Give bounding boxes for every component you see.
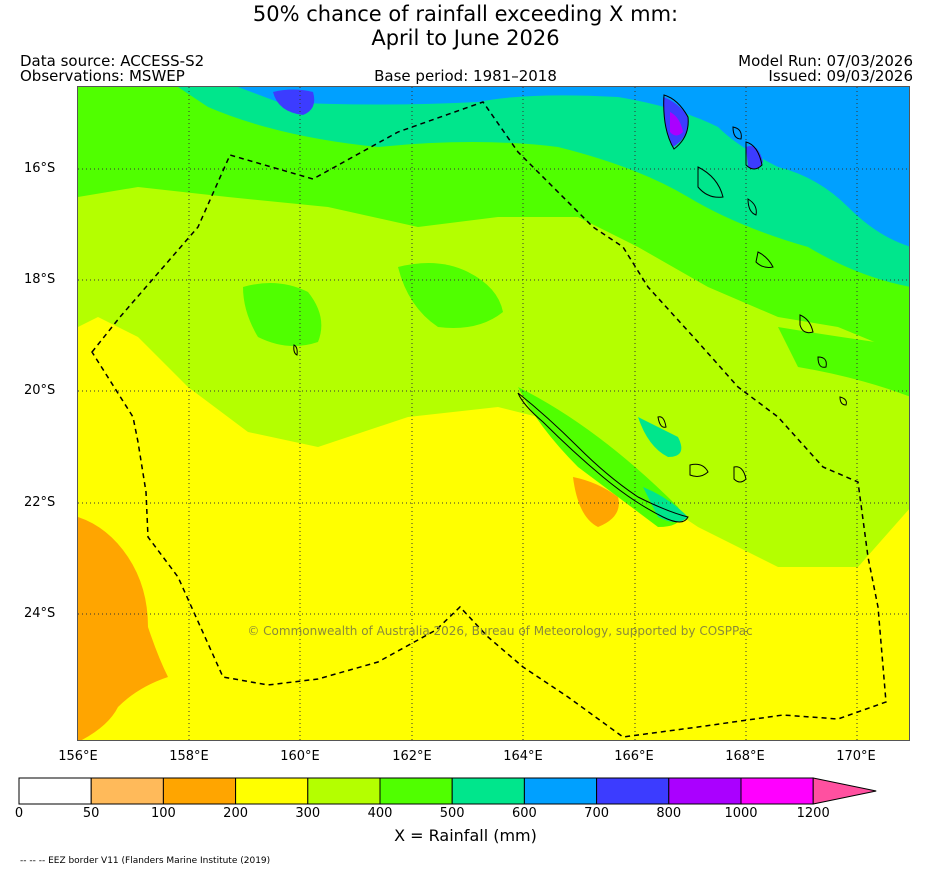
colorbar-tick-label: 0 [14,806,24,821]
colorbar-tick-label: 100 [150,806,176,821]
colorbar [18,777,877,805]
lon-label-164e: 164°E [503,749,543,764]
lon-label-156e: 156°E [58,749,98,764]
colorbar-cell [162,777,237,805]
lat-label-24s: 24°S [24,606,56,621]
rainfall-band-500-600 [178,87,909,287]
colorbar-tick-label: 700 [584,806,609,821]
lon-label-160e: 160°E [280,749,320,764]
observations-label: Observations: MSWEP [20,67,185,85]
colorbar-extend-arrow [812,777,877,805]
rainfall-patch-400-500 [243,283,322,346]
map-title-line2: April to June 2026 [371,26,560,50]
colorbar-tick-label: 50 [82,806,100,821]
colorbar-cell [523,777,598,805]
coastlines [293,94,847,523]
rainfall-band-600-700 [238,87,909,247]
rainfall-patch-100-200 [573,477,619,527]
colorbar-tick-label: 300 [295,806,321,821]
eez-legend-note: -- -- -- EEZ border V11 (Flanders Marine… [20,856,271,866]
rainfall-patch-500-600 [638,417,682,457]
colorbar-cell [18,777,92,805]
colorbar-tick-label: 200 [223,806,248,821]
map-title-line1: 50% chance of rainfall exceeding X mm: [252,2,679,26]
rainfall-patch-400-500 [398,263,503,328]
lon-label-158e: 158°E [169,749,209,764]
colorbar-cell [740,777,814,805]
rainfall-patch-800-1000 [670,112,683,136]
lat-label-20s: 20°S [24,383,56,398]
colorbar-cell [451,777,525,805]
lon-label-170e: 170°E [836,749,876,764]
model-run-label: Model Run: 07/03/2026 [738,52,913,70]
lat-label-22s: 22°S [24,495,56,510]
eez-border [91,101,887,738]
rainfall-patch-400-500 [778,327,909,397]
colorbar-cell [596,777,670,805]
lon-label-168e: 168°E [725,749,765,764]
rainfall-patch-400-500 [518,387,681,527]
colorbar-cell [379,777,453,805]
colorbar-cell [668,777,742,805]
issued-label: Issued: 09/03/2026 [768,67,913,85]
colorbar-tick-label: 1200 [796,806,830,821]
colorbar-cell [90,777,164,805]
colorbar-tick-label: 800 [656,806,682,821]
data-source-label: Data source: ACCESS-S2 [20,52,205,70]
base-period-label: Base period: 1981–2018 [374,67,557,85]
rainfall-map [77,86,910,741]
rainfall-patch-700-800 [746,146,763,169]
colorbar-tick-label: 600 [511,806,537,821]
lat-label-18s: 18°S [24,272,56,287]
graticule [78,87,909,740]
colorbar-xlabel: X = Rainfall (mm) [394,826,537,845]
copyright-notice: © Commonwealth of Australia 2026, Bureau… [247,624,753,638]
rainfall-band-100-200 [78,517,168,740]
colorbar-tick-label: 400 [367,806,393,821]
lon-label-162e: 162°E [392,749,432,764]
lat-label-16s: 16°S [24,161,56,176]
colorbar-tick-label: 1000 [724,806,758,821]
rainfall-map-svg [78,87,909,740]
colorbar-tick-label: 500 [439,806,465,821]
rainfall-patch-700-800 [273,89,315,115]
colorbar-cell [235,777,309,805]
colorbar-cell [307,777,381,805]
lon-label-166e: 166°E [614,749,654,764]
